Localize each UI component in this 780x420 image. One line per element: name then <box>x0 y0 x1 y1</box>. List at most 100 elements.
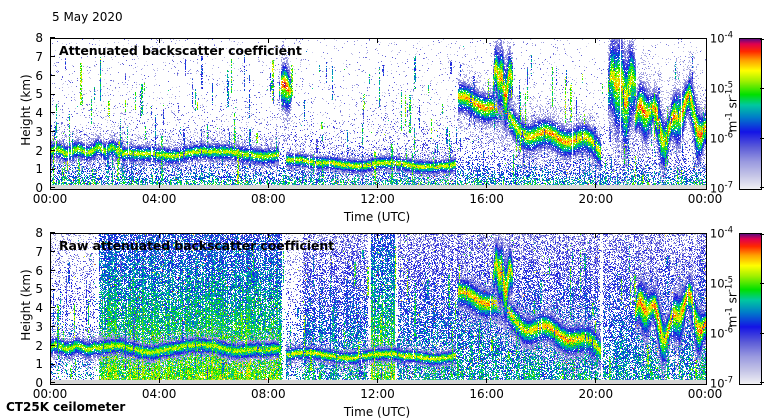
y-tick <box>50 269 55 271</box>
y-tick <box>50 288 55 290</box>
y-tick-label: 7 <box>35 244 43 259</box>
y-tick <box>50 56 55 58</box>
x-tick <box>158 233 160 238</box>
instrument-label: CT25K ceilometer <box>6 400 126 414</box>
x-tick-label: 00:00 <box>687 192 723 206</box>
y-tick <box>50 382 55 384</box>
colorbar-top-gradient <box>739 38 762 190</box>
panel-attenuated-backscatter: Attenuated backscatter coefficient 0 1 2 3 4… <box>19 31 722 224</box>
y-tick-label: 0 <box>35 376 43 390</box>
panel-title-bottom: Raw attenuated backscatter coefficient <box>59 238 335 253</box>
heatmap-bottom <box>51 234 706 384</box>
heatmap-top <box>51 39 706 189</box>
y-tick <box>50 149 55 151</box>
x-tick-label: 12:00 <box>360 192 395 206</box>
panel-raw-attenuated-backscatter: Raw attenuated backscatter coefficient 0… <box>19 226 722 419</box>
y-tick-label: 3 <box>35 319 43 334</box>
colorbar-tick-label: 10-6 <box>709 130 733 146</box>
colorbar-tick-label: 10-4 <box>709 225 733 241</box>
colorbar-bottom-unit: m-1 sr-1 <box>725 251 740 361</box>
x-tick-label: 16:00 <box>469 192 504 206</box>
y-tick-label: 4 <box>35 106 43 120</box>
y-tick <box>50 93 55 95</box>
x-tick-label: 08:00 <box>251 192 286 206</box>
y-tick-label: 5 <box>35 282 43 297</box>
colorbar-tick <box>760 233 764 235</box>
x-tick <box>158 378 160 383</box>
y-tick <box>50 326 55 328</box>
x-tick-label: 04:00 <box>141 387 177 401</box>
x-tick-label: 00:00 <box>687 387 723 401</box>
y-tick-label: 1 <box>35 162 43 177</box>
x-axis-title-bottom: Time (UTC) <box>343 405 411 419</box>
x-tick <box>267 38 269 43</box>
x-tick <box>376 183 378 188</box>
colorbar-tick <box>760 381 764 383</box>
colorbar-tick-label: 10-4 <box>709 30 733 46</box>
colorbar-tick-label: 10-5 <box>709 80 733 96</box>
y-tick <box>50 74 55 76</box>
colorbar-top-unit: m-1 sr-1 <box>725 56 740 166</box>
y-tick-label: 6 <box>35 263 43 278</box>
colorbar-tick <box>760 138 764 139</box>
y-tick <box>50 37 55 39</box>
y-tick-label: 2 <box>35 143 43 158</box>
y-tick <box>50 187 55 189</box>
y-axis-title-top: Height (km) <box>19 74 33 146</box>
x-tick-label: 20:00 <box>578 192 614 206</box>
x-tick <box>486 378 488 383</box>
x-tick-label: 08:00 <box>251 387 286 401</box>
colorbar-bottom-gradient <box>739 233 762 385</box>
x-tick-label: 00:00 <box>32 387 68 401</box>
date-label: 5 May 2020 <box>52 10 123 24</box>
colorbar-tick <box>760 38 764 40</box>
colorbar-bottom: 10-4 10-5 10-6 10-7 m-1 sr-1 <box>710 226 764 390</box>
colorbar-tick-label: 10-7 <box>709 180 733 196</box>
x-tick <box>376 233 378 238</box>
y-tick-label: 5 <box>35 87 43 102</box>
y-tick <box>50 112 55 114</box>
y-tick <box>50 168 55 170</box>
y-tick-label: 1 <box>35 357 43 372</box>
y-tick-label: 8 <box>35 226 43 240</box>
y-tick <box>50 363 55 365</box>
colorbar-bottom-unit-text: m-1 sr-1 <box>724 283 740 328</box>
x-tick <box>595 183 597 188</box>
colorbar-tick-label: 10-6 <box>709 325 733 341</box>
colorbar-tick <box>760 283 764 284</box>
x-tick <box>486 233 488 238</box>
y-tick <box>50 344 55 346</box>
x-tick <box>376 378 378 383</box>
y-tick-label: 6 <box>35 68 43 83</box>
x-tick-label: 04:00 <box>141 192 177 206</box>
x-tick <box>595 233 597 238</box>
x-tick <box>267 378 269 383</box>
y-tick <box>50 307 55 309</box>
colorbar-tick <box>760 88 764 89</box>
colorbar-tick <box>760 186 764 188</box>
colorbar-tick-label: 10-7 <box>709 375 733 391</box>
x-tick <box>158 38 160 43</box>
plot-area-bottom: Raw attenuated backscatter coefficient <box>50 233 707 385</box>
colorbar-tick <box>760 333 764 334</box>
x-tick <box>595 38 597 43</box>
y-tick-label: 3 <box>35 124 43 139</box>
x-tick <box>158 183 160 188</box>
x-tick <box>486 38 488 43</box>
y-tick-label: 4 <box>35 301 43 315</box>
y-tick <box>50 232 55 234</box>
x-tick <box>486 183 488 188</box>
colorbar-tick-label: 10-5 <box>709 275 733 291</box>
x-tick-label: 20:00 <box>578 387 614 401</box>
y-axis-title-bottom: Height (km) <box>19 269 33 341</box>
y-tick <box>50 251 55 253</box>
colorbar-top: 10-4 10-5 10-6 10-7 m-1 sr-1 <box>710 31 764 195</box>
x-tick-label: 16:00 <box>469 387 504 401</box>
y-tick-label: 8 <box>35 31 43 45</box>
x-tick-label: 00:00 <box>32 192 68 206</box>
plot-area-top: Attenuated backscatter coefficient <box>50 38 707 190</box>
y-tick-label: 2 <box>35 338 43 353</box>
colorbar-top-unit-text: m-1 sr-1 <box>724 88 740 133</box>
y-tick-label: 0 <box>35 181 43 195</box>
